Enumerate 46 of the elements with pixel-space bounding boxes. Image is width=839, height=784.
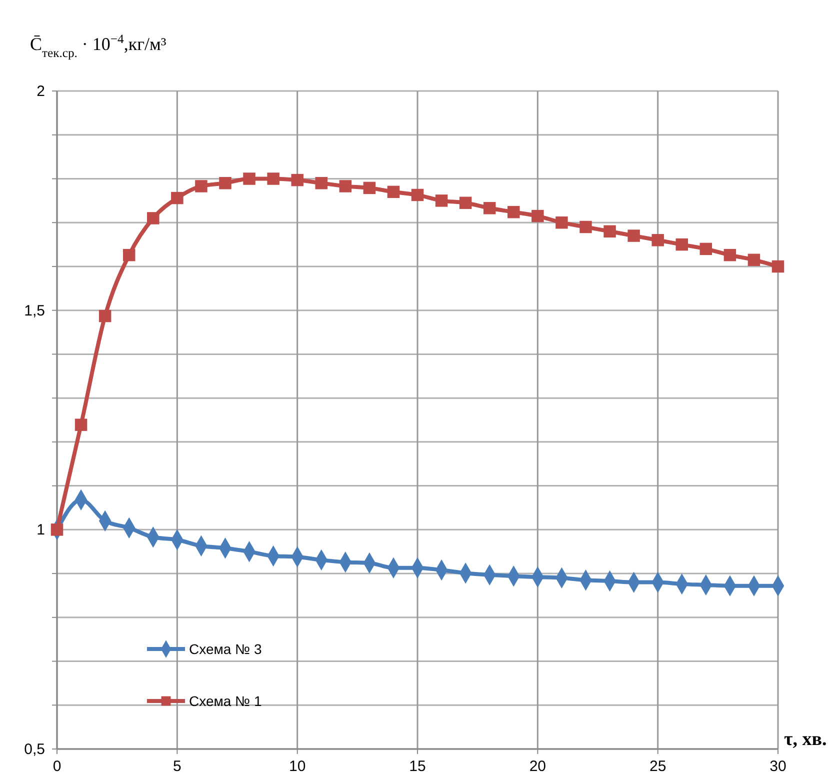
x-axis-title: τ, хв. [784, 729, 827, 750]
point [74, 418, 88, 431]
point [435, 194, 448, 207]
point [700, 242, 712, 256]
point [652, 234, 664, 246]
point [243, 172, 256, 185]
point [291, 174, 304, 186]
point [772, 260, 784, 273]
y-tick-label: 1 [36, 522, 45, 539]
y-tick-label: 0,5 [24, 741, 45, 758]
point [532, 210, 544, 222]
point [676, 238, 688, 251]
point [628, 230, 640, 242]
point [748, 254, 760, 266]
point [580, 220, 592, 234]
legend-label: Схема № 3 [189, 641, 262, 657]
point [411, 188, 424, 202]
point [195, 180, 208, 192]
x-tick-label: 30 [770, 758, 786, 775]
x-tick-label: 5 [172, 758, 182, 775]
point [219, 176, 232, 190]
point [171, 192, 184, 204]
point [50, 524, 64, 536]
x-tick-label: 15 [409, 758, 426, 775]
point [122, 248, 136, 262]
point [98, 310, 112, 322]
x-tick-label: 0 [52, 758, 62, 775]
point [339, 180, 352, 192]
point [147, 212, 160, 224]
x-tick-label: 25 [649, 758, 666, 775]
y-axis-title: C̄$_{тек.ср.}$ · 10$^{−4}$,кг/м³ [30, 32, 167, 60]
point [387, 186, 400, 198]
point [267, 172, 280, 185]
point [363, 182, 376, 194]
y-tick-label: 2 [36, 83, 45, 100]
point [315, 176, 328, 190]
y-tick-label: 1,5 [24, 302, 45, 320]
point [483, 202, 496, 214]
point [508, 206, 520, 218]
point [556, 216, 568, 229]
legend-label: Схема № 1 [189, 693, 262, 709]
x-tick-label: 10 [288, 758, 306, 775]
point [604, 225, 616, 238]
x-tick-label: 20 [529, 758, 546, 775]
point [724, 248, 736, 262]
point [459, 196, 472, 209]
